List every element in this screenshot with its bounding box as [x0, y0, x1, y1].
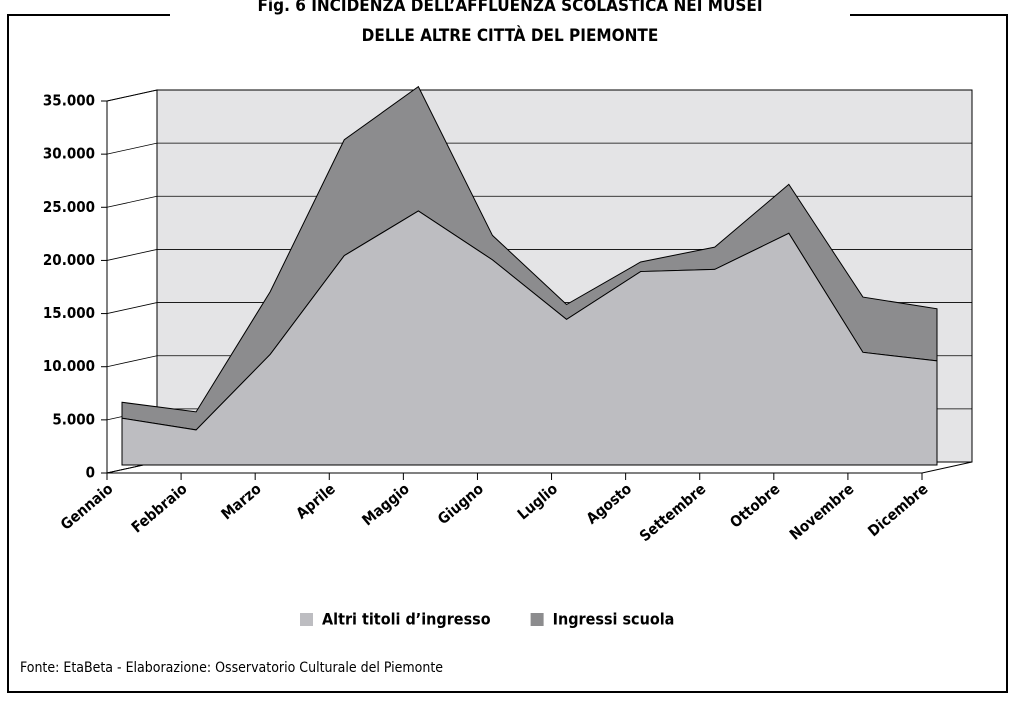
chart-subtitle: DELLE ALTRE CITTÀ DEL PIEMONTE	[362, 24, 659, 46]
x-tick-label: Settembre	[636, 480, 709, 546]
y-tick-label: 25.000	[43, 198, 95, 216]
x-tick-label: Aprile	[293, 480, 339, 523]
grid-line	[106, 142, 972, 155]
x-tick-label: Dicembre	[864, 480, 931, 540]
x-tick-label: Giugno	[434, 480, 487, 528]
y-tick-label: 35.000	[43, 92, 95, 110]
legend-label: Ingressi scuola	[553, 610, 675, 629]
chart-title: Fig. 6 INCIDENZA DELL’AFFLUENZA SCOLASTI…	[257, 0, 762, 16]
grid-line	[106, 249, 972, 261]
grid-line	[106, 89, 972, 102]
y-tick-label: 15.000	[43, 304, 95, 322]
x-tick-label: Ottobre	[726, 480, 783, 532]
legend-swatch	[300, 613, 313, 626]
grid-line	[106, 195, 972, 208]
y-tick-label: 30.000	[43, 145, 95, 163]
x-tick-label: Luglio	[514, 480, 561, 524]
y-tick-label: 20.000	[43, 251, 95, 269]
legend-swatch	[530, 613, 544, 626]
title-box	[170, 0, 850, 50]
source: Fonte: EtaBeta - Elaborazione: Osservato…	[20, 660, 443, 676]
x-tick-label: Marzo	[218, 480, 265, 524]
y-tick-label: 0	[86, 464, 95, 482]
legend-label: Altri titoli d’ingresso	[322, 610, 491, 629]
x-tick-label: Novembre	[786, 480, 857, 544]
y-tick-label: 5.000	[52, 410, 95, 428]
x-tick-label: Gennaio	[57, 480, 116, 534]
x-tick-label: Febbraio	[128, 480, 191, 537]
y-tick-label: 10.000	[43, 357, 95, 375]
x-tick-label: Maggio	[359, 480, 413, 530]
area	[121, 210, 938, 466]
x-tick-label: Agosto	[583, 480, 635, 528]
